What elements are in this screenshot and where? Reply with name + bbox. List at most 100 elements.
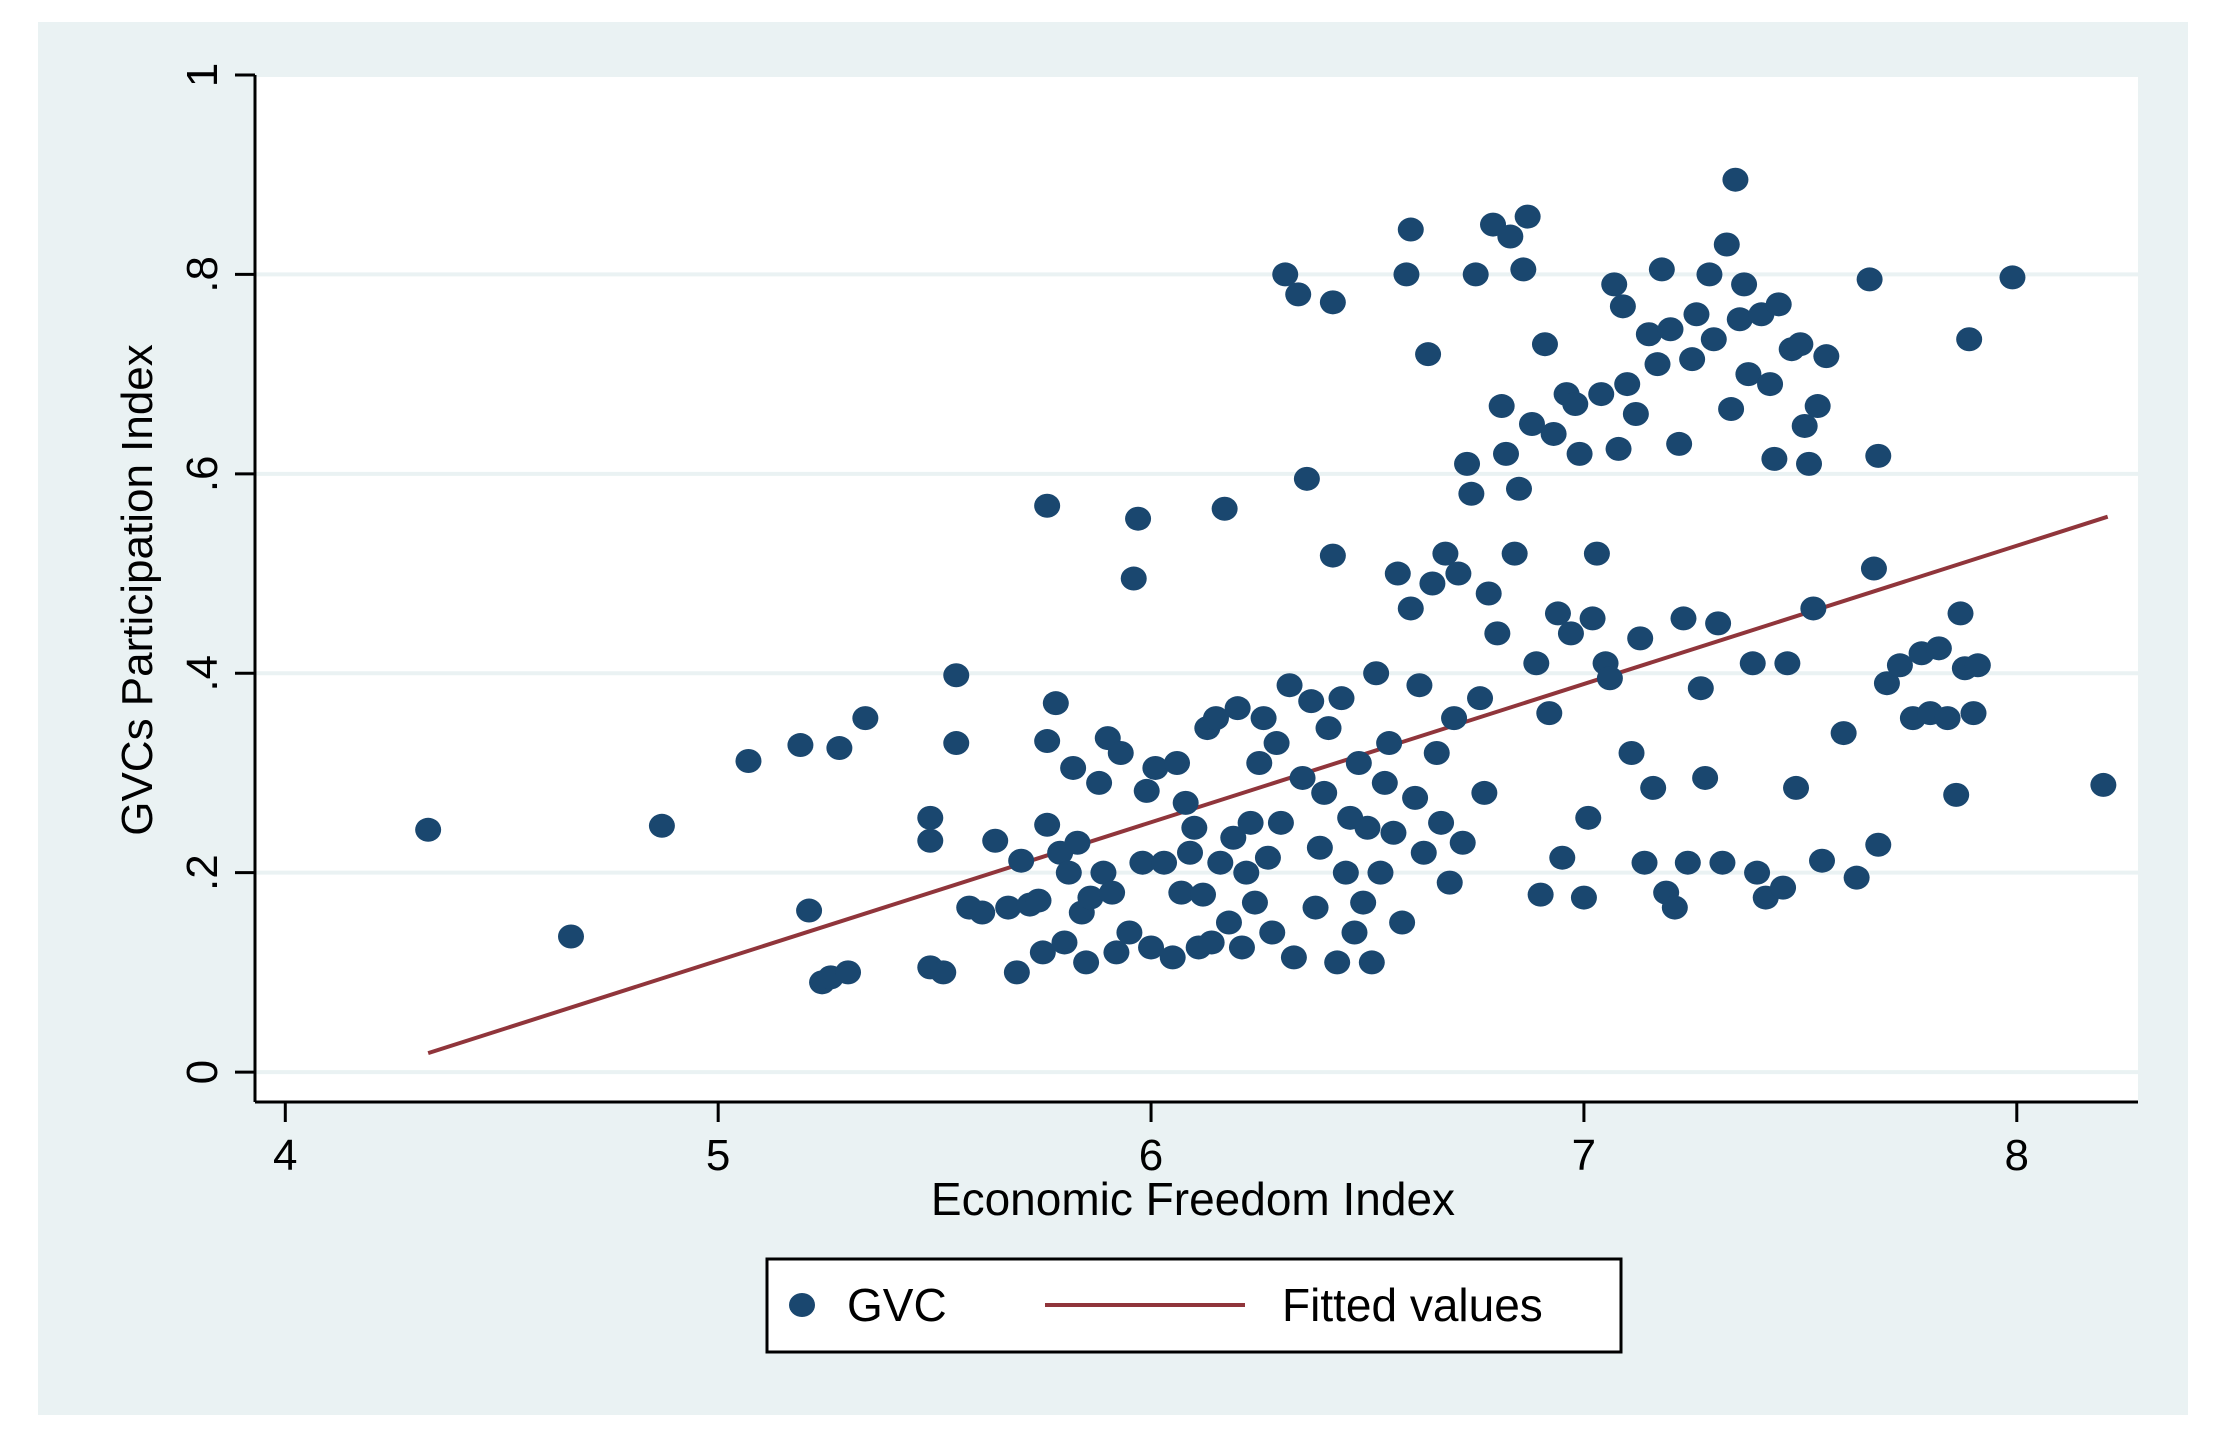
scatter-point-218 <box>1934 706 1961 731</box>
scatter-point-72 <box>1246 750 1273 775</box>
scatter-point-53 <box>1164 750 1191 775</box>
scatter-point-205 <box>1813 344 1840 369</box>
scatter-point-45 <box>1120 566 1147 591</box>
scatter-point-68 <box>1228 935 1255 960</box>
scatter-point-111 <box>1406 673 1433 698</box>
scatter-point-65 <box>1215 910 1242 935</box>
scatter-point-74 <box>1254 845 1281 870</box>
scatter-point-15 <box>943 663 970 688</box>
scatter-point-162 <box>1627 626 1654 651</box>
scatter-point-223 <box>1960 701 1987 726</box>
scatter-point-38 <box>1086 770 1113 795</box>
scatter-point-52 <box>1159 945 1186 970</box>
scatter-point-5 <box>796 898 823 923</box>
scatter-point-164 <box>1635 322 1662 347</box>
scatter-point-206 <box>1830 721 1857 746</box>
scatter-point-133 <box>1501 541 1528 566</box>
scatter-point-70 <box>1237 810 1264 835</box>
scatter-point-84 <box>1298 689 1325 714</box>
scatter-point-187 <box>1735 362 1762 387</box>
scatter-point-222 <box>1956 327 1983 352</box>
scatter-point-104 <box>1380 820 1407 845</box>
scatter-point-29 <box>1042 691 1069 716</box>
scatter-point-31 <box>1051 930 1078 955</box>
scatter-point-171 <box>1666 431 1693 456</box>
scatter-point-63 <box>1207 850 1234 875</box>
scatter-point-132 <box>1497 224 1524 249</box>
scatter-point-85 <box>1302 895 1329 920</box>
scatter-point-182 <box>1713 232 1740 257</box>
scatter-point-186 <box>1731 272 1758 297</box>
scatter-point-225 <box>1999 265 2026 290</box>
scatter-point-10 <box>852 706 879 731</box>
scatter-point-14 <box>930 960 957 985</box>
scatter-point-47 <box>1129 850 1156 875</box>
scatter-point-122 <box>1454 451 1481 476</box>
scatter-point-89 <box>1319 290 1346 315</box>
scatter-point-96 <box>1345 750 1372 775</box>
scatter-point-50 <box>1142 755 1169 780</box>
scatter-point-180 <box>1705 611 1732 636</box>
y-tick-label-0: 0 <box>178 1060 227 1084</box>
scatter-point-152 <box>1583 541 1610 566</box>
scatter-point-56 <box>1177 840 1204 865</box>
scatter-point-208 <box>1856 267 1883 292</box>
scatter-point-172 <box>1670 606 1697 631</box>
scatter-point-32 <box>1055 860 1082 885</box>
scatter-point-196 <box>1774 651 1801 676</box>
scatter-point-130 <box>1488 394 1515 419</box>
scatter-point-193 <box>1761 446 1788 471</box>
scatter-point-195 <box>1770 875 1797 900</box>
scatter-point-3 <box>735 748 762 773</box>
scatter-point-140 <box>1531 332 1558 357</box>
scatter-point-125 <box>1467 686 1494 711</box>
scatter-point-92 <box>1328 686 1355 711</box>
scatter-point-165 <box>1640 775 1667 800</box>
scatter-point-67 <box>1224 696 1251 721</box>
scatter-point-201 <box>1796 451 1823 476</box>
axes: 0 .2 .4 .6 .8 1 4 5 6 7 8 <box>178 63 2138 1180</box>
scatter-point-160 <box>1618 741 1645 766</box>
scatter-point-127 <box>1475 581 1502 606</box>
scatter-point-121 <box>1449 830 1476 855</box>
scatter-point-118 <box>1436 870 1463 895</box>
scatter-point-199 <box>1787 332 1814 357</box>
scatter-point-129 <box>1484 621 1511 646</box>
scatter-point-102 <box>1371 770 1398 795</box>
scatter-point-135 <box>1510 257 1537 282</box>
scatter-point-200 <box>1791 413 1818 438</box>
scatter-point-188 <box>1739 651 1766 676</box>
scatter-point-27 <box>1034 493 1061 518</box>
scatter-point-59 <box>1189 882 1216 907</box>
scatter-point-185 <box>1726 307 1753 332</box>
scatter-point-166 <box>1644 352 1671 377</box>
y-tick-label-4: .8 <box>178 256 227 293</box>
scatter-point-161 <box>1622 402 1649 427</box>
scatter-points <box>415 167 2117 995</box>
scatter-point-21 <box>1003 960 1030 985</box>
scatter-point-0 <box>415 817 442 842</box>
scatter-point-69 <box>1233 860 1260 885</box>
scatter-point-174 <box>1679 347 1706 372</box>
scatter-point-217 <box>1925 636 1952 661</box>
scatter-point-157 <box>1605 436 1632 461</box>
grid-lines <box>255 73 2138 1075</box>
scatter-point-105 <box>1384 561 1411 586</box>
scatter-point-226 <box>2090 772 2117 797</box>
scatter-point-189 <box>1744 860 1771 885</box>
scatter-point-106 <box>1389 910 1416 935</box>
x-axis-title: Economic Freedom Index <box>931 1173 1455 1225</box>
scatter-point-110 <box>1402 785 1429 810</box>
scatter-point-150 <box>1575 805 1602 830</box>
scatter-point-80 <box>1280 945 1307 970</box>
scatter-point-147 <box>1562 392 1589 417</box>
scatter-point-8 <box>826 736 853 761</box>
y-tick-label-5: 1 <box>178 63 227 87</box>
scatter-point-175 <box>1683 302 1710 327</box>
scatter-point-213 <box>1886 653 1913 678</box>
scatter-point-124 <box>1462 262 1489 287</box>
scatter-point-20 <box>995 895 1022 920</box>
scatter-point-54 <box>1168 880 1195 905</box>
y-tick-label-1: .2 <box>178 854 227 891</box>
scatter-point-138 <box>1523 651 1550 676</box>
